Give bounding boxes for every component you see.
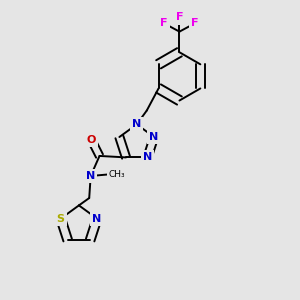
- Text: N: N: [143, 152, 152, 162]
- Text: F: F: [191, 18, 199, 28]
- Text: N: N: [132, 119, 141, 129]
- Text: F: F: [176, 13, 183, 22]
- Text: N: N: [86, 171, 95, 181]
- Text: S: S: [57, 214, 65, 224]
- Text: N: N: [149, 132, 159, 142]
- Text: N: N: [92, 214, 102, 224]
- Text: O: O: [87, 135, 96, 145]
- Text: F: F: [160, 18, 168, 28]
- Text: CH₃: CH₃: [109, 170, 126, 179]
